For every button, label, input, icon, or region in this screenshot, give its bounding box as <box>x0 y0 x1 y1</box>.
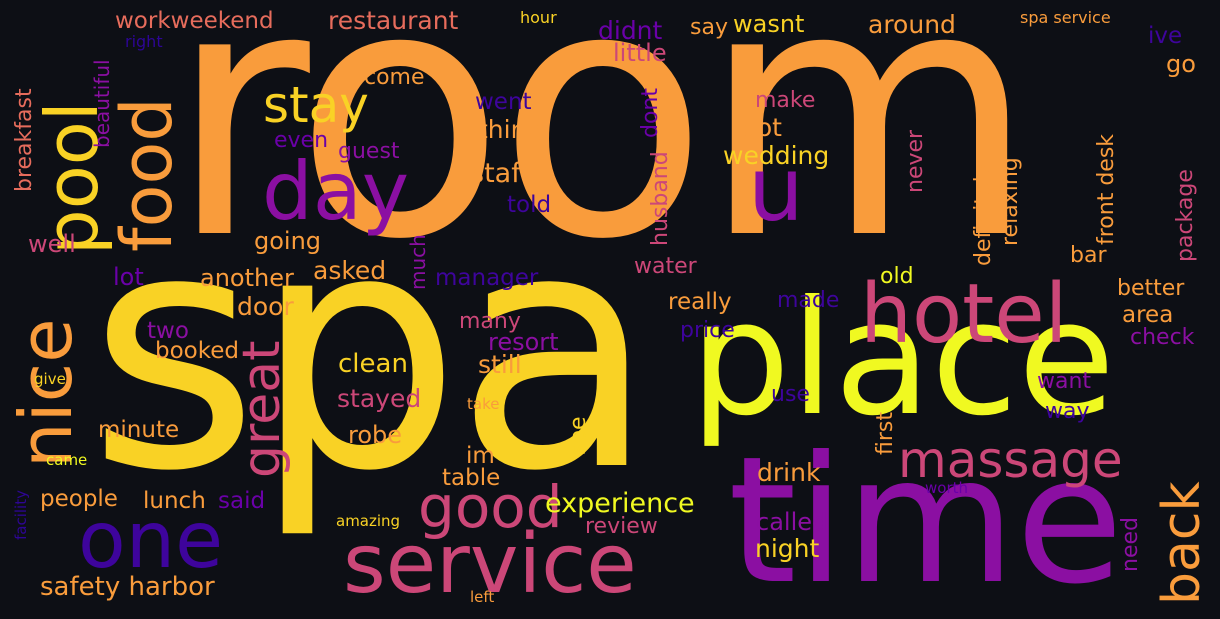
word-left: left <box>470 588 495 606</box>
word-told: told <box>507 192 552 218</box>
word-make: make <box>755 88 816 113</box>
word-got: got <box>741 113 782 142</box>
word-hour: hour <box>520 8 557 27</box>
word-massage: massage <box>898 431 1123 489</box>
word-amazing: amazing <box>336 512 401 530</box>
word-around: around <box>868 10 956 39</box>
word-better: better <box>1117 276 1185 301</box>
word-thing: thing <box>478 115 543 144</box>
word-front-desk: front desk <box>1094 133 1119 245</box>
word-door: door <box>237 292 294 321</box>
word-definitely: definitely <box>971 163 996 266</box>
word-spa-service: spa service <box>1020 8 1111 27</box>
word-lot: lot <box>113 263 144 291</box>
word-want: want <box>1037 369 1092 394</box>
word-table: table <box>442 465 501 491</box>
word-u: u <box>748 138 804 241</box>
word-staff: staff <box>470 158 530 189</box>
word-asked: asked <box>313 256 387 285</box>
word-two: two <box>147 318 189 344</box>
word-wedding: wedding <box>723 141 830 170</box>
word-package: package <box>1173 169 1198 262</box>
word-didnt: didnt <box>598 16 663 45</box>
word-said: said <box>218 488 266 514</box>
word-experience: experience <box>545 488 695 519</box>
word-come: come <box>364 65 425 90</box>
word-hotel: hotel <box>860 267 1068 362</box>
word-booked: booked <box>155 338 239 364</box>
word-see: see <box>566 416 591 455</box>
word-clean: clean <box>338 349 408 379</box>
word-stayed: stayed <box>337 384 422 413</box>
word-breakfast: breakfast <box>12 88 37 192</box>
word-went: went <box>475 89 532 115</box>
word-really: really <box>668 289 732 315</box>
word-came: came <box>46 451 88 469</box>
word-star: star <box>382 39 425 64</box>
word-night: night <box>755 534 820 563</box>
word-made: made <box>777 288 840 313</box>
word-review: review <box>585 514 658 539</box>
word-give: give <box>34 370 66 388</box>
word-price: price <box>680 318 735 343</box>
word-food: food <box>106 97 188 252</box>
word-robe: robe <box>348 421 403 449</box>
word-im: im <box>466 443 495 469</box>
word-back: back <box>1152 481 1212 605</box>
word-beautiful: beautiful <box>90 59 114 148</box>
word-check: check <box>1130 325 1195 350</box>
word-another: another <box>200 264 294 292</box>
word-one: one <box>78 496 224 586</box>
word-relaxing: relaxing <box>998 157 1023 246</box>
word-never: never <box>903 129 928 193</box>
word-well: well <box>28 230 76 258</box>
word-little: little <box>613 39 667 67</box>
word-need: need <box>1118 517 1143 572</box>
word-great: great <box>232 340 292 479</box>
word-facility: facility <box>12 490 30 540</box>
word-guest: guest <box>338 139 400 164</box>
word-say: say <box>690 15 728 40</box>
word-area: area <box>1122 302 1174 328</box>
word-resort: resort <box>488 328 559 356</box>
word-drink: drink <box>757 458 821 487</box>
word-service: service <box>343 517 637 612</box>
word-lunch: lunch <box>143 488 206 514</box>
word-worth: worth <box>925 479 969 497</box>
word-still: still <box>478 350 522 379</box>
word-spa: spa <box>88 162 656 543</box>
word-use: use <box>771 382 810 407</box>
word-good: good <box>418 473 563 541</box>
word-even: even <box>274 128 329 153</box>
word-minute: minute <box>98 417 180 443</box>
word-workweekend: workweekend <box>115 8 274 34</box>
word-old: old <box>880 264 914 289</box>
word-safety-harbor: safety harbor <box>40 572 215 602</box>
word-time: time <box>728 420 1124 619</box>
word-many: many <box>459 309 521 334</box>
word-way: way <box>1045 399 1090 424</box>
word-dont: dont <box>638 88 663 138</box>
word-first: first <box>873 412 898 455</box>
word-restaurant: restaurant <box>328 6 459 35</box>
word-going: going <box>254 227 322 255</box>
word-called: called <box>756 508 828 536</box>
word-husband: husband <box>648 151 673 246</box>
word-water: water <box>634 254 697 279</box>
word-ive: ive <box>1148 23 1183 49</box>
word-place: place <box>690 267 1116 451</box>
word-take: take <box>467 395 500 413</box>
word-nice: nice <box>4 318 88 468</box>
word-manager: manager <box>435 265 539 291</box>
word-wasnt: wasnt <box>733 10 805 38</box>
word-people: people <box>40 486 118 512</box>
word-right: right <box>125 32 163 51</box>
word-go: go <box>1166 50 1196 78</box>
word-stay: stay <box>263 76 369 134</box>
word-bar: bar <box>1070 243 1107 268</box>
word-much: much <box>406 234 430 290</box>
word-day: day <box>262 145 410 238</box>
word-room: room <box>168 0 1036 315</box>
